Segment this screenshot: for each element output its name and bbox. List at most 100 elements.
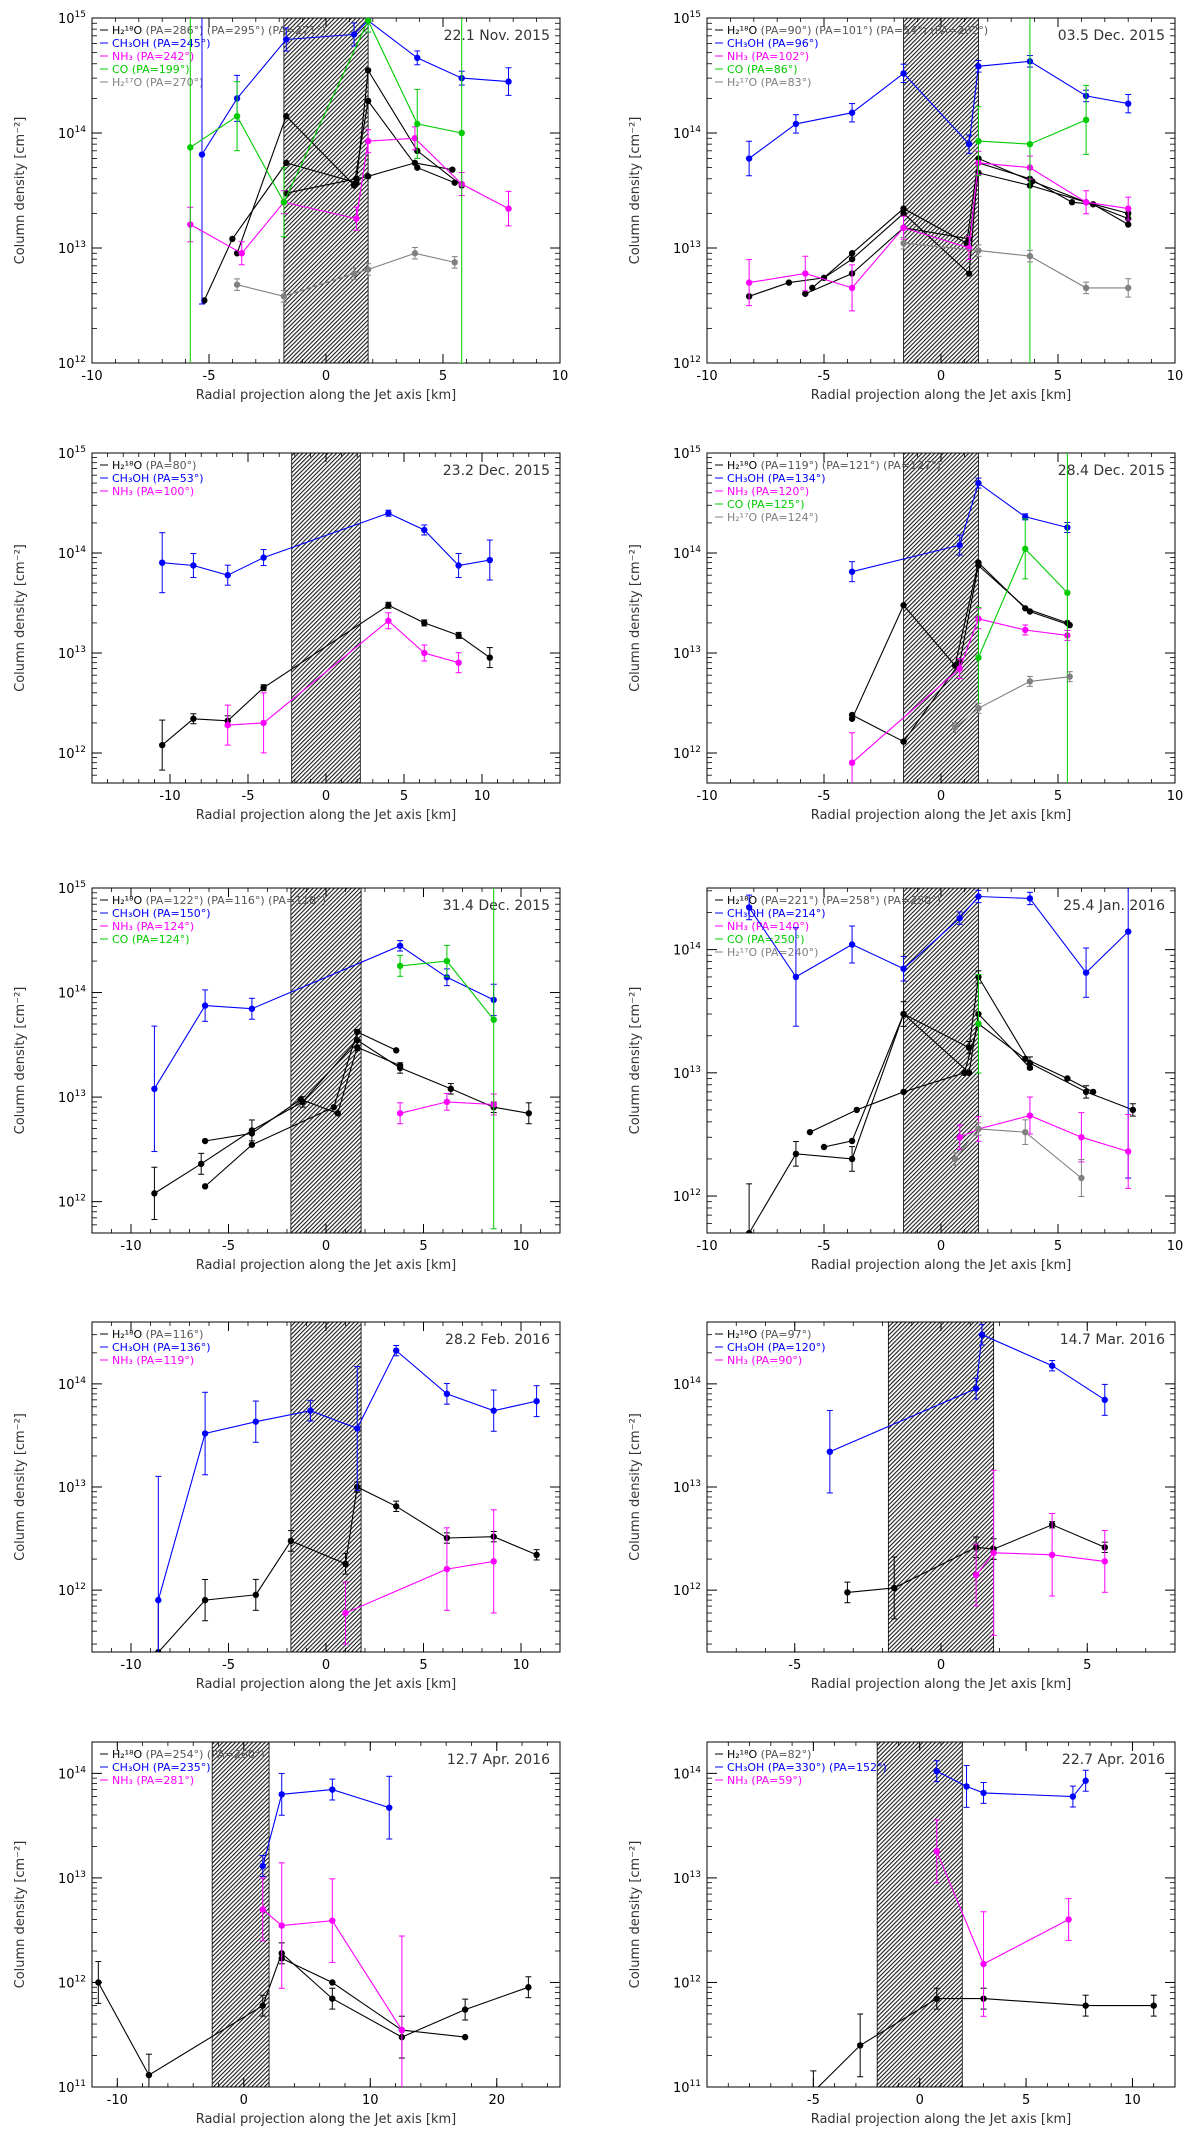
series-line <box>236 252 455 297</box>
legend-entry: H₂¹⁷O (PA=270°) <box>112 76 203 89</box>
data-point <box>933 1995 940 2002</box>
series-line <box>262 1789 390 1867</box>
data-point <box>956 1134 963 1141</box>
data-point <box>1089 1088 1097 1096</box>
x-axis-label: Radial projection along the Jet axis [km… <box>811 388 1072 403</box>
data-point <box>353 175 360 182</box>
data-point <box>1082 1088 1090 1096</box>
legend-entry: CO (PA=199°) <box>112 63 190 76</box>
series-line <box>817 1998 1154 2087</box>
data-point <box>201 1002 209 1009</box>
series-line <box>847 1524 1106 1593</box>
series-line <box>201 19 509 155</box>
panel-date-title: 03.5 Dec. 2015 <box>1058 28 1165 44</box>
data-point <box>1064 589 1071 596</box>
data-point <box>421 649 428 657</box>
data-point <box>455 562 462 569</box>
x-tick-label: 0 <box>240 2093 248 2108</box>
chart-panel-4: -10 -5 0 5 10 1012 1013 1014 1015 Radial projecti… <box>628 445 1183 823</box>
data-point <box>393 1503 400 1510</box>
y-tick-label: 1012 <box>673 745 701 762</box>
data-point <box>1065 1916 1072 1923</box>
x-tick-label: 10 <box>552 369 569 384</box>
chart-panel-8: -5 0 5 1012 1013 1014 Radial projection along … <box>628 1321 1176 1692</box>
data-point <box>848 568 856 575</box>
y-tick-label: 1012 <box>58 1974 86 1991</box>
series-line <box>975 1552 1105 1576</box>
data-point <box>364 173 372 180</box>
data-point <box>975 247 982 254</box>
data-point <box>965 140 973 148</box>
x-tick-label: 0 <box>322 369 330 384</box>
data-point <box>443 957 451 965</box>
data-point <box>486 654 493 661</box>
data-point <box>933 1767 940 1775</box>
data-point <box>145 2071 153 2079</box>
y-tick-label: 1012 <box>673 1974 701 1991</box>
legend-entry: CH₃OH (PA=96°) <box>727 37 819 50</box>
data-point <box>1048 1551 1056 1559</box>
x-tick-label: 0 <box>937 789 945 804</box>
legend-entry: NH₃ (PA=242°) <box>112 50 194 63</box>
data-point <box>364 18 372 24</box>
y-tick-label: 1014 <box>673 1376 701 1393</box>
x-axis-label: Radial projection along the Jet axis [km… <box>811 1258 1072 1273</box>
y-tick-label: 1014 <box>58 1765 86 1782</box>
data-point <box>951 1155 959 1163</box>
data-point <box>1029 178 1036 185</box>
data-point <box>224 721 231 729</box>
data-point <box>283 159 290 167</box>
data-point <box>393 1047 400 1054</box>
legend-entry: CH₃OH (PA=136°) <box>112 1341 211 1354</box>
data-point <box>1082 2002 1089 2009</box>
x-axis-label: Radial projection along the Jet axis [km… <box>196 808 457 823</box>
data-point <box>1026 895 1034 902</box>
y-tick-label: 1012 <box>58 745 86 762</box>
legend-entry: NH₃ (PA=100°) <box>112 485 194 498</box>
y-tick-label: 1014 <box>673 125 701 142</box>
data-point <box>505 205 512 212</box>
data-point <box>443 974 451 981</box>
data-point <box>398 2026 406 2034</box>
data-point <box>900 738 907 745</box>
data-point <box>350 270 358 277</box>
data-point <box>421 619 428 627</box>
data-point <box>283 36 290 43</box>
series-group <box>848 453 1073 783</box>
chart-panel-9: -10 0 10 20 1011 1012 1013 1014 Radial projectio… <box>13 1741 561 2127</box>
legend-entry: H₂¹⁸O (PA=82°) <box>727 1748 811 1761</box>
data-point <box>334 1110 341 1117</box>
x-tick-label: -10 <box>120 1658 141 1673</box>
legend-entry: CH₃OH (PA=134°) <box>727 472 826 485</box>
series-line <box>205 1046 401 1142</box>
chart-panel-7: -10 -5 0 5 10 1012 1013 1014 Radial projection a… <box>13 1321 561 1692</box>
data-point <box>461 2006 469 2013</box>
x-tick-label: 0 <box>322 789 330 804</box>
data-point <box>1026 1112 1034 1119</box>
data-point <box>201 1137 209 1145</box>
data-point <box>1082 969 1090 976</box>
data-point <box>198 1160 205 1168</box>
data-point <box>891 1584 898 1592</box>
data-point <box>975 479 982 487</box>
data-point <box>329 1979 336 1986</box>
data-point <box>848 759 856 766</box>
y-axis-label: Column density [cm⁻²] <box>628 544 643 692</box>
data-point <box>151 1190 158 1197</box>
data-point <box>414 54 421 62</box>
x-tick-label: -5 <box>807 2093 820 2108</box>
data-point <box>1068 199 1076 206</box>
legend-entry: CO (PA=125°) <box>727 498 805 511</box>
x-tick-label: -5 <box>222 1239 235 1254</box>
data-point <box>1064 1075 1071 1082</box>
data-point <box>820 1143 828 1151</box>
y-tick-label: 1011 <box>673 2079 701 2096</box>
data-point <box>198 151 206 158</box>
x-tick-label: 5 <box>1054 1239 1062 1254</box>
y-tick-label: 1013 <box>58 240 86 257</box>
data-point <box>745 279 753 286</box>
panel-date-title: 23.2 Dec. 2015 <box>443 463 550 479</box>
data-point <box>201 1430 209 1437</box>
data-point <box>411 135 419 142</box>
data-point <box>421 526 428 534</box>
